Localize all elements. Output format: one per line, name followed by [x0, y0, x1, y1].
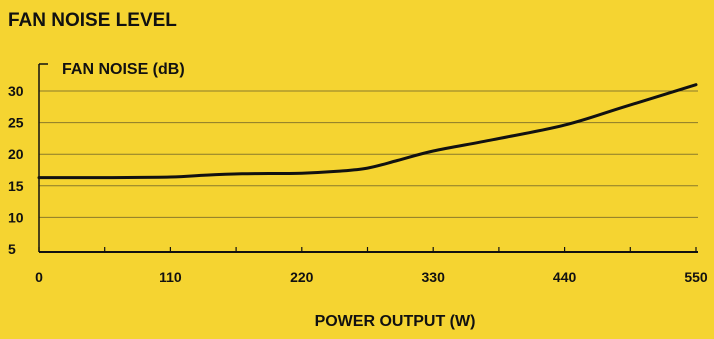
x-tick-label-0: 0	[35, 269, 43, 285]
x-tick-label-330: 330	[422, 269, 446, 285]
y-tick-labels: 5 10 15 20 25 30	[8, 83, 24, 257]
y-tick-label-15: 15	[8, 178, 24, 194]
y-tick-label-5: 5	[8, 241, 16, 257]
x-tick-label-110: 110	[159, 269, 182, 285]
y-tick-label-25: 25	[8, 115, 24, 131]
grid	[39, 90, 698, 218]
y-tick-label-20: 20	[8, 146, 24, 162]
series-layer	[37, 83, 698, 180]
x-tick-label-440: 440	[553, 269, 577, 285]
axes	[38, 63, 698, 253]
x-tick-label-220: 220	[290, 269, 314, 285]
chart-title: FAN NOISE LEVEL	[8, 10, 177, 31]
y-axis-label: FAN NOISE (dB)	[62, 61, 185, 78]
y-tick-label-30: 30	[8, 83, 24, 99]
series-line-0	[37, 83, 698, 180]
x-axis-label: POWER OUTPUT (W)	[315, 313, 476, 330]
x-tick-labels: 0 110 220 330 440 550	[35, 269, 708, 285]
x-tick-label-550: 550	[684, 269, 708, 285]
y-tick-label-10: 10	[8, 209, 24, 225]
